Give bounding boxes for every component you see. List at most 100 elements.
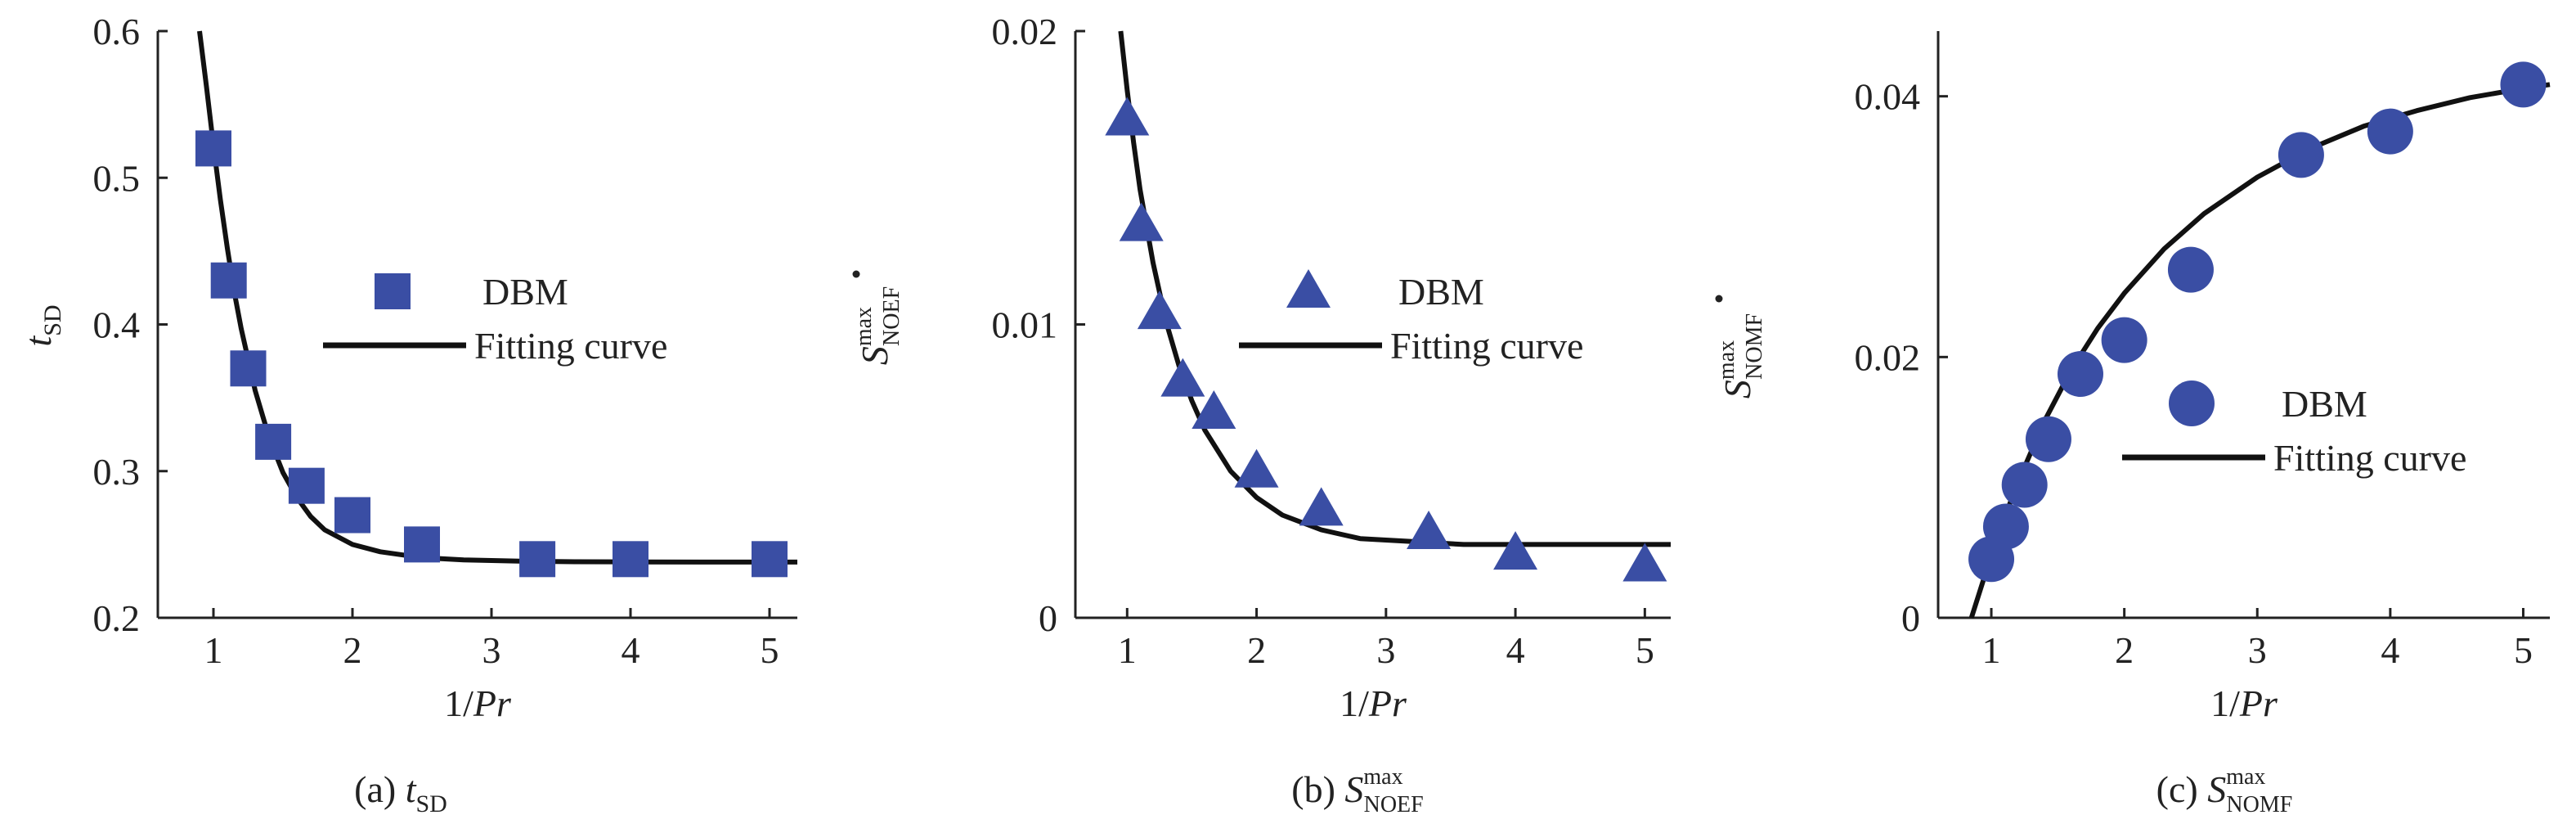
dbm-point [2001,462,2048,508]
dbm-point [1105,97,1150,136]
dbm-series [195,130,788,578]
dbm-series [1968,61,2547,583]
dbm-point [1234,448,1279,488]
dbm-point [613,541,648,578]
x-axis-label-prefix: 1/ [2210,682,2240,724]
y-tick-label: 0.04 [1855,76,1921,118]
x-tick-label: 4 [2381,629,2399,671]
fitting-curve-series [197,30,797,565]
x-axis-label-prefix: 1/ [444,682,473,724]
dbm-point [210,262,247,299]
dbm-point [230,350,267,387]
dbm-point [404,526,440,563]
dbm-point [2101,317,2147,363]
y-axis-label-symbol: S [1717,380,1758,398]
legend: DBM Fitting curve [1239,269,1583,367]
x-tick-label: 2 [343,629,362,671]
dbm-point [2057,351,2103,398]
panel-caption: (b) Smax NOEF [1291,764,1423,817]
dbm-point [1299,487,1344,526]
legend-label-fitting-curve: Fitting curve [2273,437,2466,479]
y-axis-label-dot [1715,295,1723,303]
dbm-point [1192,390,1236,430]
y-axis-label-symbol: t [17,335,59,347]
y-tick-label: 0.02 [992,11,1058,52]
dbm-point [2167,246,2214,293]
y-tick-label: 0 [1039,597,1057,639]
y-tick-label: 0.4 [93,304,141,346]
dbm-point [1493,531,1538,570]
legend-marker-dbm [375,273,411,309]
y-tick-label: 0.01 [992,304,1058,346]
x-axis-label-variable: Pr [1368,682,1407,724]
y-axis-label-subscript: NOEF [879,286,904,346]
dbm-point [2367,108,2413,155]
x-tick-label: 1 [1982,629,2001,671]
panel-caption-subscript: NOEF [1364,792,1424,817]
dbm-point [519,541,556,578]
y-tick-label: 0 [1901,597,1920,639]
y-tick-label: 0.02 [1855,336,1921,378]
y-axis-label-superscript: max [1714,340,1739,380]
x-tick-label: 3 [482,629,501,671]
y-axis-label: tSD [17,304,66,346]
panel-caption-symbol: t [406,768,417,810]
x-tick-label: 4 [1506,629,1525,671]
legend-marker-dbm [1286,269,1331,308]
fitting-curve-line [197,30,797,565]
panel-caption-prefix: (b) [1291,768,1344,810]
dbm-point [1119,202,1164,241]
panel-caption-superscript: max [2226,764,2265,790]
y-tick-label: 0.3 [93,451,141,493]
y-axis-label: Smax NOMF [1714,313,1767,398]
panel-caption-subscript: NOMF [2226,792,2292,817]
dbm-point [1982,503,2029,550]
x-tick-label: 5 [761,629,779,671]
dbm-point [2278,132,2324,178]
legend: DBM Fitting curve [323,271,667,367]
x-tick-label: 5 [1636,629,1654,671]
legend-label-dbm: DBM [1398,271,1484,313]
x-tick-label: 5 [2514,629,2533,671]
legend-marker-dbm [2169,380,2215,426]
x-tick-label: 2 [1247,629,1266,671]
dbm-point [1160,358,1205,397]
y-tick-label: 0.6 [93,11,141,52]
panel-caption-superscript: max [1363,764,1402,790]
x-tick-label: 3 [1376,629,1395,671]
panel-caption-symbol: S [2207,768,2226,810]
dbm-point [1622,543,1667,582]
dbm-point [2500,61,2547,108]
dbm-point [334,497,370,534]
dbm-point [1137,290,1182,330]
x-tick-label: 1 [204,629,223,671]
x-axis-label-variable: Pr [2239,682,2278,724]
x-tick-label: 2 [2115,629,2134,671]
dbm-point [2025,416,2071,462]
panel-caption: (c) Smax NOMF [2156,764,2293,817]
dbm-point [752,541,788,578]
y-axis-label-subscript: SD [39,304,66,335]
x-axis-label: 1/Pr [444,682,512,724]
dbm-point [288,467,325,504]
panel-caption-prefix: (c) [2156,768,2208,810]
fitting-curve-line [1968,82,2551,619]
y-axis-label: Smax NOEF [851,286,904,365]
y-axis-label-subscript: NOMF [1742,313,1767,380]
x-tick-label: 4 [622,629,640,671]
fitting-curve-line [1118,30,1671,547]
panel-caption: (a) tSD [354,768,447,817]
dbm-series [1105,97,1667,582]
dbm-point [1407,511,1452,550]
legend-label-dbm: DBM [2282,383,2367,425]
y-axis-label-symbol: S [854,346,895,365]
x-tick-label: 3 [2248,629,2267,671]
dbm-point [255,423,292,460]
fitting-curve-series [1118,30,1671,547]
x-axis-label: 1/Pr [1340,682,1407,724]
